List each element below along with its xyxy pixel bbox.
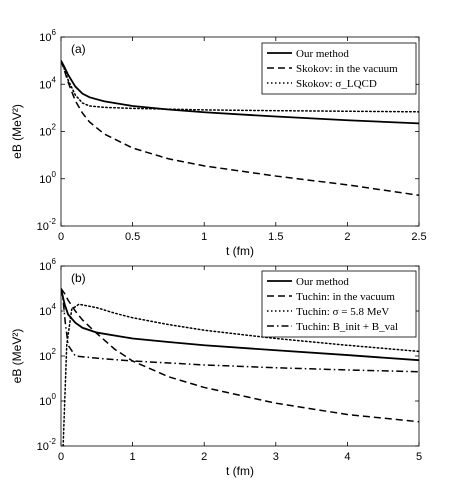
- series-line-dash: [61, 288, 419, 423]
- x-tick-label: 2: [344, 231, 350, 243]
- y-tick-label: 106: [39, 257, 56, 273]
- x-tick-label: 5: [416, 451, 422, 463]
- series-line-dot: [62, 303, 419, 446]
- panel-label: (b): [71, 271, 86, 285]
- series-line-solid: [61, 288, 419, 362]
- x-tick-label: 0.5: [125, 231, 140, 243]
- legend-label: Tuchin: in the vacuum: [296, 291, 395, 303]
- series-line-dash: [61, 60, 419, 197]
- y-tick-label: 104: [39, 302, 56, 318]
- x-tick-label: 3: [273, 451, 279, 463]
- y-axis-label: eB (MeV²): [10, 104, 24, 159]
- y-tick-label: 100: [39, 392, 56, 408]
- y-tick-label: 104: [39, 75, 56, 91]
- chart-panel-b: 0 1 2 3 4 5 10-2 100 102 104 106 t (fm) eB (MeV²) (b)…: [10, 257, 422, 478]
- series-line-dashdot: [61, 288, 419, 373]
- x-axis-label: t (fm): [226, 464, 254, 478]
- x-tick-label: 2: [201, 451, 207, 463]
- x-tick-label: 2.5: [411, 231, 426, 243]
- y-axis-label: eB (MeV²): [10, 329, 24, 384]
- legend: Our method Tuchin: in the vacuum Tuchin: σ…: [261, 270, 417, 338]
- legend-label: Skokov: σ_LQCD: [296, 78, 377, 90]
- legend-label: Our method: [296, 276, 349, 288]
- x-tick-label: 4: [344, 451, 350, 463]
- x-tick-label: 0: [58, 451, 64, 463]
- x-axis-label: t (fm): [226, 244, 254, 258]
- chart-panel-a: 0 0.5 1 1.5 2 2.5 10-2 100 102 104 106 t (fm) eB (Me…: [10, 28, 427, 258]
- legend-box: [261, 42, 417, 95]
- x-tick-label: 1: [201, 231, 207, 243]
- y-tick-label: 106: [39, 28, 56, 44]
- series-line-dot: [61, 59, 419, 113]
- x-tick-label: 0: [58, 231, 64, 243]
- y-tick-label: 102: [39, 347, 56, 363]
- x-tick-label: 1.5: [268, 231, 283, 243]
- legend-label: Skokov: in the vacuum: [296, 63, 398, 75]
- legend: Our method Skokov: in the vacuum Skokov: σ…: [261, 42, 417, 95]
- legend-label: Our method: [296, 48, 349, 60]
- legend-label: Tuchin: σ = 5.8 MeV: [296, 306, 389, 318]
- y-tick-label: 102: [39, 123, 56, 139]
- y-tick-label: 10-2: [37, 437, 57, 453]
- y-tick-label: 100: [39, 170, 56, 186]
- panel-label: (a): [71, 42, 86, 56]
- series-line-solid: [61, 60, 419, 125]
- y-tick-label: 10-2: [37, 217, 57, 233]
- x-tick-label: 1: [130, 451, 136, 463]
- legend-label: Tuchin: B_init + B_val: [296, 321, 398, 333]
